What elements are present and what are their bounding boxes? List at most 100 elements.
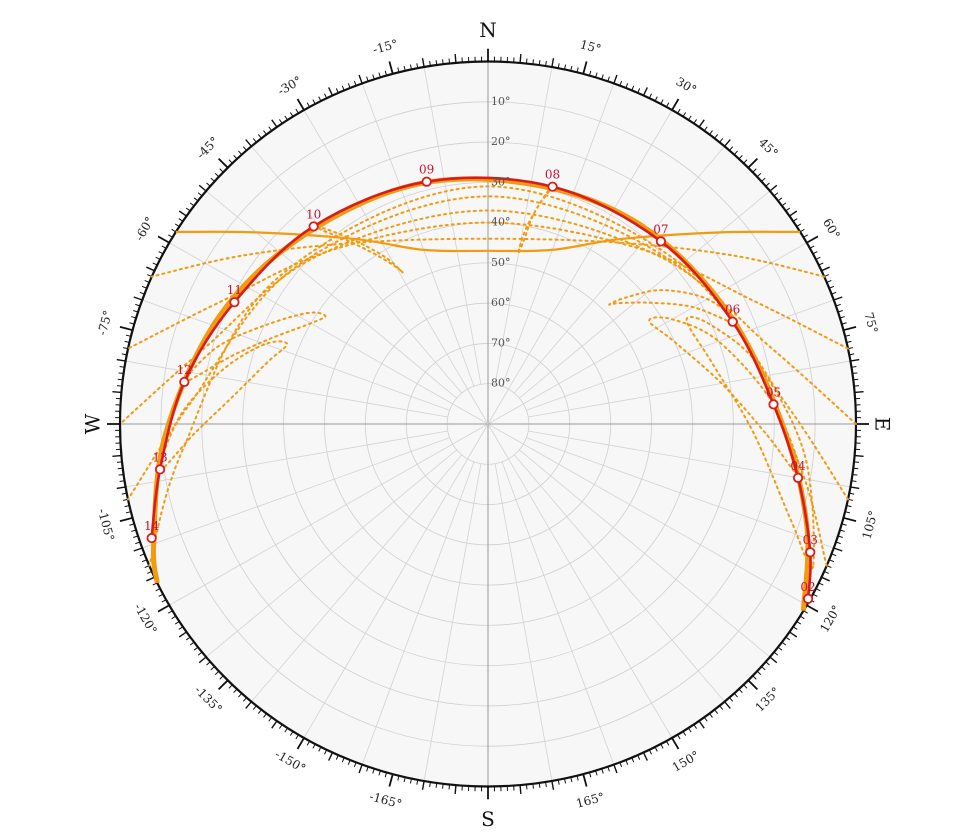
polar-grid bbox=[118, 60, 858, 788]
azimuth-tick bbox=[284, 727, 288, 733]
azimuth-spoke bbox=[494, 66, 553, 385]
azimuth-tick bbox=[756, 670, 762, 675]
azimuth-tick bbox=[588, 70, 592, 76]
azimuth-tick bbox=[837, 535, 843, 539]
azimuth-tick bbox=[619, 762, 623, 768]
azimuth-tick bbox=[761, 666, 766, 671]
azimuth-tick bbox=[829, 285, 835, 289]
azimuth-label: 165° bbox=[575, 790, 607, 811]
azimuth-spoke bbox=[205, 190, 457, 399]
azimuth-label: -60° bbox=[132, 214, 157, 243]
azimuth-tick bbox=[139, 291, 145, 295]
azimuth-spoke bbox=[519, 190, 771, 399]
azimuth-tick bbox=[792, 626, 798, 630]
azimuth-spoke bbox=[487, 423, 673, 739]
azimuth-tick bbox=[841, 322, 847, 325]
azimuth-tick bbox=[157, 235, 170, 244]
hour-marker bbox=[146, 532, 157, 544]
azimuth-tick bbox=[698, 119, 705, 128]
azimuth-tick bbox=[846, 340, 852, 343]
monthly-sun-path bbox=[127, 195, 849, 501]
azimuth-tick bbox=[133, 309, 139, 313]
azimuth-tick bbox=[217, 679, 229, 691]
azimuth-spoke bbox=[142, 299, 450, 411]
azimuth-tick bbox=[116, 385, 123, 387]
azimuth-label: -150° bbox=[272, 747, 308, 776]
analemma bbox=[685, 315, 815, 570]
azimuth-tick bbox=[831, 291, 837, 295]
azimuth-tick bbox=[131, 316, 137, 319]
azimuth-tick bbox=[724, 139, 731, 147]
azimuth-tick bbox=[607, 766, 610, 772]
azimuth-tick bbox=[601, 74, 604, 80]
azimuth-tick bbox=[564, 778, 567, 784]
azimuth-tick bbox=[416, 63, 419, 69]
azimuth-tick bbox=[796, 620, 802, 625]
azimuth-tick bbox=[206, 182, 211, 187]
azimuth-tick bbox=[388, 61, 394, 75]
azimuth-tick bbox=[781, 202, 787, 207]
azimuth-tick bbox=[660, 743, 664, 749]
azimuth-tick bbox=[688, 727, 692, 733]
hour-marker bbox=[421, 176, 432, 187]
azimuth-tick bbox=[454, 54, 457, 63]
azimuth-tick bbox=[341, 85, 345, 91]
azimuth-tick bbox=[155, 588, 161, 592]
azimuth-tick bbox=[538, 60, 541, 66]
azimuth-tick bbox=[147, 570, 153, 574]
azimuth-tick bbox=[576, 67, 579, 73]
azimuth-tick bbox=[384, 772, 388, 778]
azimuth-tick bbox=[161, 599, 167, 603]
azimuth-spoke bbox=[501, 461, 615, 765]
hour-marker bbox=[802, 593, 814, 604]
azimuth-tick bbox=[242, 146, 247, 151]
azimuth-tick bbox=[454, 785, 457, 794]
azimuth-tick bbox=[743, 684, 748, 689]
monthly-sun-path bbox=[150, 237, 826, 278]
azimuth-tick bbox=[551, 780, 555, 790]
azimuth-tick bbox=[831, 553, 837, 557]
azimuth-tick bbox=[545, 61, 547, 67]
hour-label: 14 bbox=[144, 519, 160, 533]
analemma bbox=[183, 311, 327, 384]
azimuth-tick bbox=[372, 768, 375, 774]
azimuth-tick bbox=[219, 675, 224, 680]
azimuth-tick bbox=[353, 80, 357, 86]
azimuth-tick bbox=[769, 184, 778, 192]
azimuth-tick bbox=[118, 372, 124, 375]
azimuth-tick bbox=[347, 83, 351, 89]
hour-marker bbox=[179, 376, 190, 388]
azimuth-tick bbox=[238, 150, 243, 155]
azimuth-label: 150° bbox=[670, 748, 702, 775]
azimuth-label: 60° bbox=[820, 216, 843, 241]
azimuth-tick bbox=[135, 541, 141, 545]
hour-label: 11 bbox=[227, 283, 242, 297]
azimuth-spoke bbox=[487, 109, 673, 425]
azimuth-tick bbox=[121, 492, 127, 495]
azimuth-tick bbox=[312, 743, 316, 749]
azimuth-tick bbox=[688, 115, 692, 121]
azimuth-tick bbox=[519, 785, 522, 794]
azimuth-tick bbox=[245, 701, 252, 709]
azimuth-tick bbox=[233, 154, 238, 160]
azimuth-tick bbox=[714, 709, 719, 714]
azimuth-tick bbox=[353, 762, 357, 768]
azimuth-tick bbox=[152, 262, 158, 266]
azimuth-tick bbox=[168, 610, 173, 614]
azimuth-tick bbox=[129, 523, 135, 526]
azimuth-tick bbox=[835, 303, 841, 307]
altitude-label: 30° bbox=[491, 175, 511, 188]
azimuth-tick bbox=[519, 54, 522, 63]
azimuth-spoke bbox=[526, 299, 834, 411]
azimuth-tick bbox=[152, 582, 158, 586]
azimuth-tick bbox=[347, 759, 351, 765]
azimuth-tick bbox=[178, 218, 184, 222]
analemma bbox=[608, 289, 740, 326]
azimuth-tick bbox=[403, 65, 406, 71]
azimuth-tick bbox=[131, 529, 137, 532]
azimuth-tick bbox=[625, 83, 629, 89]
azimuth-tick bbox=[178, 210, 187, 217]
azimuth-tick bbox=[761, 177, 766, 182]
hour-label: 09 bbox=[419, 163, 434, 177]
azimuth-tick bbox=[843, 325, 857, 332]
